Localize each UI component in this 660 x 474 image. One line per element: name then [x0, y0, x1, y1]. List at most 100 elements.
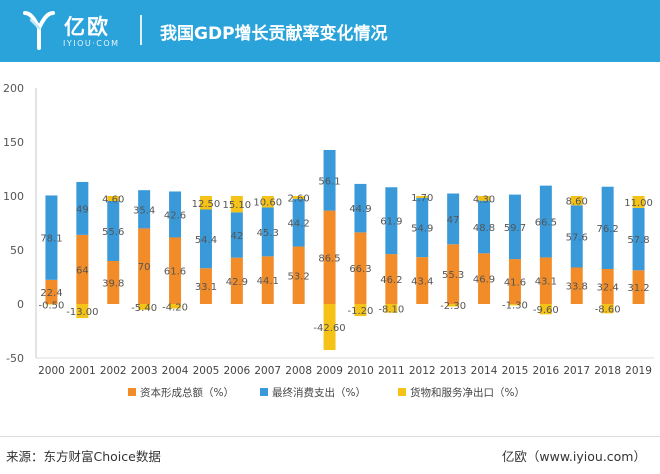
bar-segment [478, 196, 491, 201]
bar-segment [107, 196, 120, 201]
bar-segment [138, 304, 151, 310]
bar-segment [138, 228, 151, 304]
data-label: 55.3 [442, 270, 464, 281]
data-label: 45.3 [257, 228, 279, 239]
y-tick-label: 150 [3, 136, 24, 149]
bar-segment [261, 256, 274, 304]
y-tick-label: -50 [6, 352, 24, 365]
logo-icon [23, 11, 55, 50]
data-label: 8.60 [566, 197, 588, 208]
x-tick-label: 2013 [440, 365, 467, 377]
x-tick-label: 2011 [378, 365, 405, 377]
bar-segment [632, 270, 645, 304]
x-tick-label: 2010 [347, 365, 374, 377]
data-label: 12.50 [192, 199, 221, 210]
x-tick-label: 2019 [625, 365, 652, 377]
data-label: 47 [447, 215, 460, 226]
data-label: 1.70 [411, 193, 433, 204]
y-tick-label: 0 [17, 298, 24, 311]
data-label: 61.6 [164, 267, 186, 278]
data-label: -5.40 [131, 303, 157, 314]
data-label: 57.6 [566, 232, 588, 243]
bar-segment [416, 257, 429, 304]
data-label: -8.10 [378, 304, 404, 315]
data-label: 33.1 [195, 282, 217, 293]
data-label: 61.9 [380, 217, 402, 228]
bar-segment [292, 196, 305, 199]
data-label: -4.20 [162, 302, 188, 313]
source-note: 来源：东方财富Choice数据 [6, 449, 161, 464]
bar-segment [230, 212, 243, 258]
bar-segment [478, 200, 491, 254]
y-tick-label: 100 [3, 190, 24, 203]
data-label: 78.1 [40, 234, 62, 245]
bar-segment [354, 232, 367, 304]
data-label: -13.00 [66, 307, 98, 318]
bar-segment [230, 196, 243, 213]
bar-segment [601, 186, 614, 270]
bar-segment [632, 207, 645, 271]
x-tick-label: 2015 [502, 365, 529, 377]
data-label: 55.6 [102, 227, 124, 238]
data-label: 54.4 [195, 235, 217, 246]
data-label: -42.60 [313, 323, 345, 334]
footer-divider [0, 436, 660, 437]
data-label: -8.60 [595, 305, 621, 316]
chart-bars [45, 149, 645, 351]
bar-segment [107, 200, 120, 262]
data-label: 76.2 [597, 224, 619, 235]
data-label: 48.8 [473, 223, 495, 234]
x-tick-label: 2012 [409, 365, 436, 377]
data-label: 42.9 [226, 277, 248, 288]
x-tick-label: 2004 [162, 365, 189, 377]
bar-segment [570, 205, 583, 268]
bar-segment [76, 234, 89, 304]
bar-segment [169, 237, 182, 304]
data-label: 59.7 [504, 223, 526, 234]
bar-segment [632, 196, 645, 208]
data-label: 41.6 [504, 278, 526, 289]
data-label: 42 [230, 231, 243, 242]
bar-segment [539, 257, 552, 304]
legend-label: 货物和服务净出口（%） [410, 386, 525, 399]
data-label: 56.1 [318, 176, 340, 187]
bar-segment [570, 267, 583, 304]
bar-segment [45, 279, 58, 304]
bar-segment [323, 210, 336, 304]
bar-segment [199, 196, 212, 210]
data-label: 44.9 [349, 204, 371, 215]
data-label: 11.00 [624, 198, 653, 209]
chart-data-labels: 22.4 64 39.8 70 61.6 33.1 42.9 44.1 53.2 86.5 66.3… [39, 176, 653, 334]
data-label: 42.6 [164, 210, 186, 221]
x-tick-label: 2009 [316, 365, 343, 377]
logo-text: 亿欧 [64, 15, 110, 39]
data-label: 31.2 [627, 283, 649, 294]
data-label: 46.9 [473, 275, 495, 286]
data-label: 44.1 [257, 276, 279, 287]
bar-segment [539, 304, 552, 315]
data-label: 22.4 [40, 288, 62, 299]
bar-segment [76, 181, 89, 235]
data-label: 66.5 [535, 218, 557, 229]
bar-segment [385, 254, 398, 304]
header-divider [140, 15, 142, 45]
bar-segment [385, 304, 398, 313]
bar-segment [230, 257, 243, 304]
data-label: 49 [76, 204, 89, 215]
bar-segment [45, 195, 58, 280]
x-tick-label: 2003 [131, 365, 158, 377]
bar-segment [261, 196, 274, 208]
bar-segment [508, 194, 521, 260]
bar-segment [447, 193, 460, 245]
chart-legend: 资本形成总额（%） 最终消费支出（%） 货物和服务净出口（%） [128, 386, 525, 399]
data-label: 57.8 [627, 235, 649, 246]
bar-segment [508, 259, 521, 304]
bar-segment [601, 304, 614, 314]
legend-label: 资本形成总额（%） [140, 386, 234, 399]
data-label: 43.1 [535, 277, 557, 288]
x-tick-label: 2018 [594, 365, 621, 377]
data-label: 10.60 [253, 198, 282, 209]
bar-segment [570, 196, 583, 206]
logo-subtext: IYIOU·COM [63, 39, 120, 48]
